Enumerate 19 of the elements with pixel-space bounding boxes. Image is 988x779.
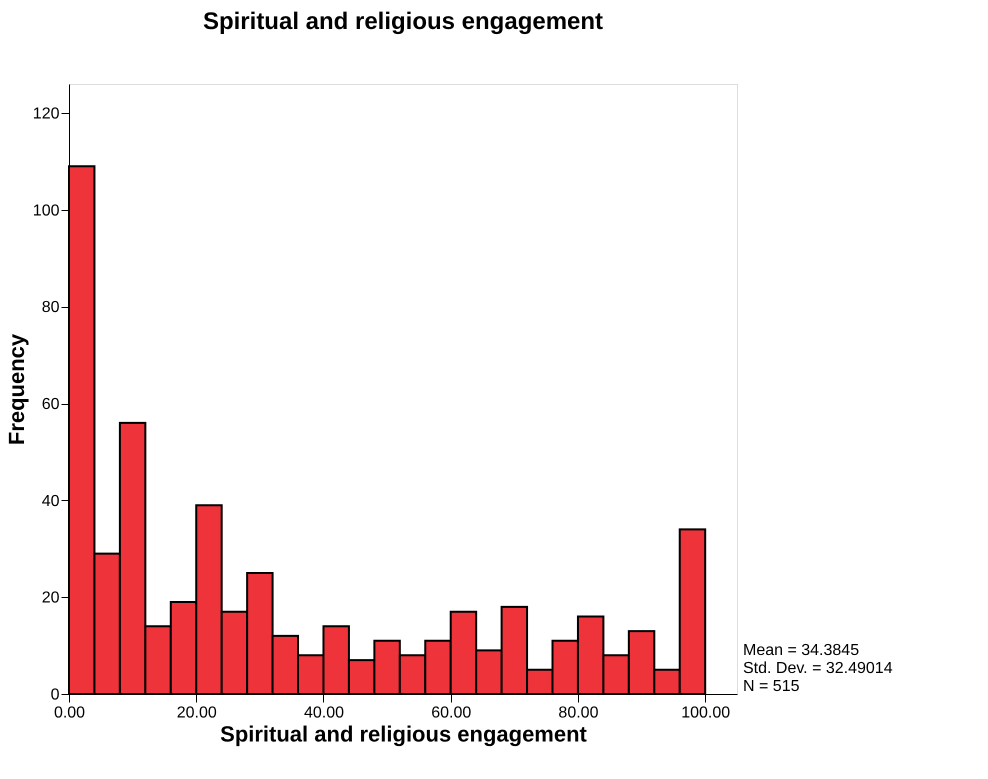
chart-title: Spiritual and religious engagement — [202, 8, 604, 35]
x-tick-label: 20.00 — [176, 704, 217, 722]
y-tick-label: 60 — [42, 396, 60, 414]
x-tick-label: 0.00 — [54, 704, 86, 722]
y-tick-label: 20 — [42, 590, 60, 607]
x-tick-label: 80.00 — [558, 704, 599, 722]
y-tick-label: 40 — [42, 492, 60, 510]
y-tick-label: 120 — [32, 106, 60, 123]
y-tick-label: 0 — [50, 686, 60, 704]
x-tick-label: 100.00 — [681, 704, 730, 722]
text: Mean = 34.3845 — [743, 642, 860, 659]
x-axis-title: Spiritual and religious engagement — [220, 722, 588, 746]
y-tick-label: 100 — [32, 202, 60, 220]
y-tick-label: 80 — [42, 299, 60, 316]
x-tick-label: 60.00 — [431, 704, 472, 722]
y-axis-title: Frequency — [4, 333, 29, 446]
x-tick-label: 40.00 — [304, 704, 344, 722]
text: N = 515 — [743, 678, 800, 695]
text: Std. Dev. = 32.49014 — [743, 660, 893, 677]
